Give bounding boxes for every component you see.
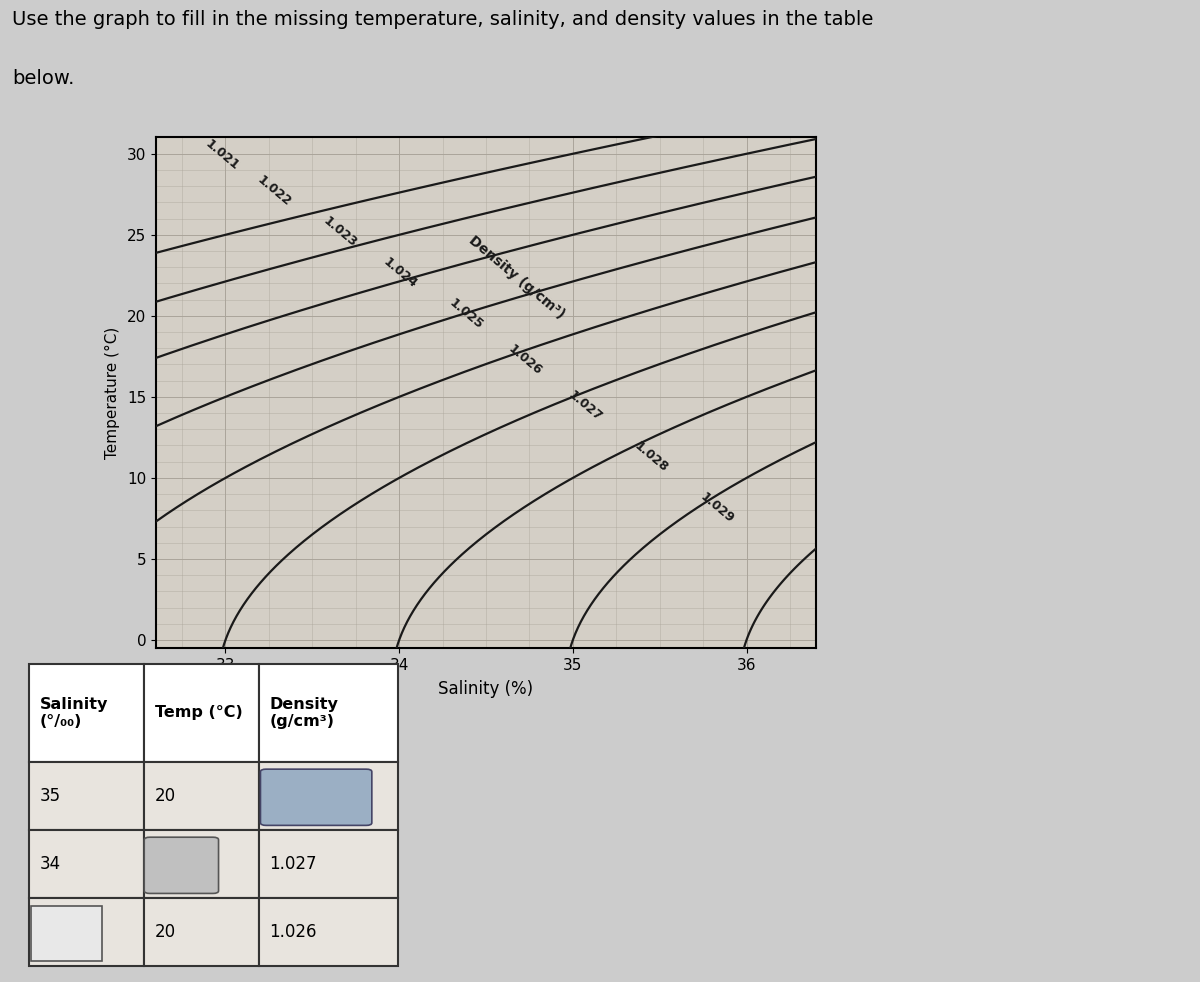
Text: Use the graph to fill in the missing temperature, salinity, and density values i: Use the graph to fill in the missing tem…: [12, 10, 874, 28]
FancyBboxPatch shape: [144, 838, 218, 894]
Text: Density (g/cm³): Density (g/cm³): [467, 233, 568, 321]
Text: 1.029: 1.029: [697, 490, 736, 525]
Text: 20: 20: [155, 923, 176, 941]
FancyBboxPatch shape: [30, 898, 144, 965]
FancyBboxPatch shape: [144, 664, 259, 762]
FancyBboxPatch shape: [30, 830, 144, 898]
Text: 1.021: 1.021: [202, 137, 241, 173]
FancyBboxPatch shape: [30, 762, 144, 830]
Text: 1.026: 1.026: [505, 342, 545, 377]
FancyBboxPatch shape: [259, 762, 398, 830]
Text: Salinity
(°/₀₀): Salinity (°/₀₀): [40, 697, 108, 729]
Text: Temp (°C): Temp (°C): [155, 705, 242, 721]
Text: 1.025: 1.025: [446, 296, 485, 332]
Text: 1.026: 1.026: [270, 923, 317, 941]
X-axis label: Salinity (%): Salinity (%): [438, 680, 534, 698]
Text: 1.028: 1.028: [631, 439, 670, 474]
Text: 1.023: 1.023: [320, 214, 360, 249]
Text: 1.027: 1.027: [270, 854, 317, 873]
FancyBboxPatch shape: [144, 830, 259, 898]
FancyBboxPatch shape: [260, 769, 372, 826]
Text: 34: 34: [40, 854, 61, 873]
Y-axis label: Temperature (°C): Temperature (°C): [104, 327, 120, 459]
Text: 1.027: 1.027: [565, 388, 604, 423]
FancyBboxPatch shape: [144, 762, 259, 830]
FancyBboxPatch shape: [31, 906, 102, 960]
FancyBboxPatch shape: [259, 830, 398, 898]
FancyBboxPatch shape: [259, 898, 398, 965]
Text: 20: 20: [155, 787, 176, 804]
Text: 1.022: 1.022: [256, 174, 294, 209]
Text: Density
(g/cm³): Density (g/cm³): [270, 697, 338, 729]
Text: 35: 35: [40, 787, 61, 804]
FancyBboxPatch shape: [259, 664, 398, 762]
FancyBboxPatch shape: [30, 664, 144, 762]
FancyBboxPatch shape: [144, 898, 259, 965]
Text: 1.024: 1.024: [380, 255, 419, 291]
Text: below.: below.: [12, 70, 74, 88]
